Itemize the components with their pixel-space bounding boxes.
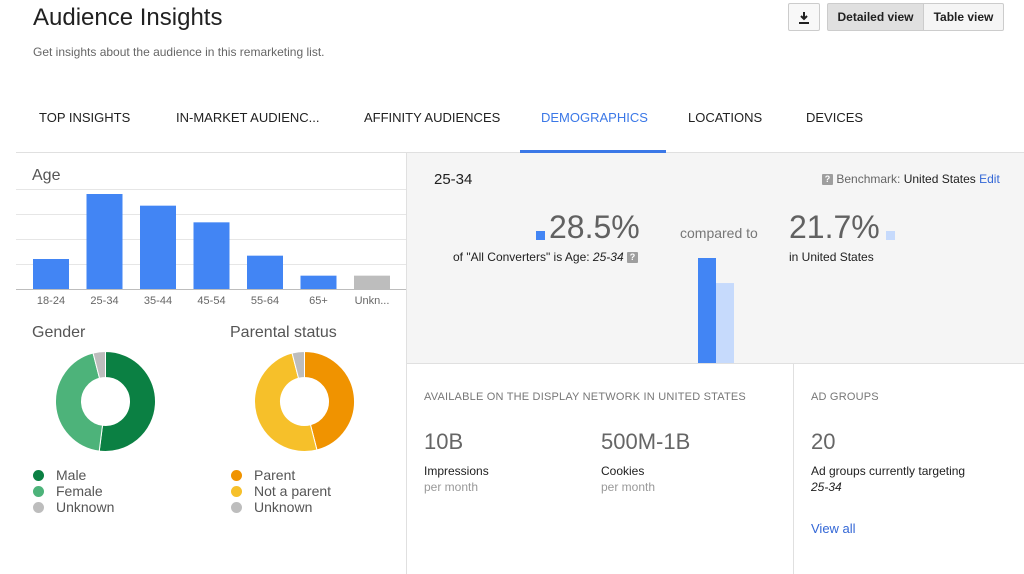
download-button[interactable] (788, 3, 820, 31)
legend-dot (231, 485, 242, 497)
age-bar[interactable] (193, 222, 230, 289)
benchmark-label: Benchmark: (836, 172, 901, 186)
primary-series-swatch (536, 231, 545, 240)
age-tick-label: 35-44 (144, 295, 172, 307)
comparison-bar-chart (698, 258, 734, 363)
legend-dot (33, 485, 44, 497)
legend-label: Unknown (254, 499, 313, 515)
panel-divider (407, 363, 1024, 364)
donut-slice[interactable] (55, 352, 104, 452)
tab-top-insights[interactable]: TOP INSIGHTS (39, 110, 131, 125)
segment-title: 25-34 (434, 171, 473, 188)
tab-locations[interactable]: LOCATIONS (688, 110, 763, 125)
view-all-link[interactable]: View all (811, 521, 856, 536)
parental-status-label: Parental status (230, 324, 337, 341)
page-subtitle: Get insights about the audience in this … (33, 45, 325, 59)
legend-item-not-a-parent: Not a parent (231, 483, 331, 499)
ad-groups-divider (793, 364, 794, 574)
gridline (16, 214, 406, 215)
legend-dot (33, 501, 44, 513)
age-label: Age (32, 167, 61, 184)
download-icon (799, 11, 809, 24)
benchmark-percentage: 21.7% (789, 209, 880, 245)
legend-item-unknown: Unknown (33, 499, 114, 515)
gender-label: Gender (32, 324, 86, 341)
ad-groups-segment: 25-34 (811, 480, 842, 494)
impressions-value: 10B (424, 429, 464, 454)
benchmark-description: in United States (789, 250, 874, 264)
donut-slice[interactable] (92, 351, 106, 379)
legend-item-unknown: Unknown (231, 499, 312, 515)
age-bar[interactable] (140, 205, 176, 289)
legend-label: Not a parent (254, 483, 332, 499)
primary-description: of "All Converters" is Age: 25-34 ? (453, 250, 638, 264)
age-bar[interactable] (354, 275, 390, 289)
compared-to-label: compared to (680, 225, 758, 241)
age-tick-label: 45-54 (197, 295, 225, 307)
legend-label: Parent (254, 467, 296, 483)
tab-in-market-audiences[interactable]: IN-MARKET AUDIENC... (176, 110, 320, 125)
donut-slice[interactable] (98, 351, 156, 452)
age-tick-label: 65+ (309, 295, 328, 307)
donut-slice[interactable] (254, 352, 318, 452)
donut-slice[interactable] (304, 351, 355, 451)
page-title: Audience Insights (33, 4, 223, 31)
legend-label: Female (56, 483, 103, 499)
benchmark-series-swatch (886, 231, 895, 240)
impressions-sub: per month (424, 480, 479, 494)
benchmark-value: United States (903, 172, 976, 186)
age-tick-label: 25-34 (90, 295, 118, 307)
tab-demographics[interactable]: DEMOGRAPHICS (541, 110, 648, 125)
comparison-bar (716, 283, 734, 363)
help-icon[interactable]: ? (822, 174, 833, 186)
age-tick-label: 18-24 (37, 295, 65, 307)
display-network-header: AVAILABLE ON THE DISPLAY NETWORK IN UNIT… (424, 391, 746, 403)
gender-donut-chart (55, 351, 156, 452)
age-tick-label: Unkn... (355, 295, 390, 307)
tab-affinity-audiences[interactable]: AFFINITY AUDIENCES (364, 110, 501, 125)
legend-label: Unknown (56, 499, 115, 515)
legend-dot (33, 469, 44, 481)
baseline (16, 289, 406, 290)
impressions-label: Impressions (424, 464, 489, 478)
table-view-button[interactable]: Table view (923, 3, 1004, 31)
active-tab-indicator (520, 150, 666, 153)
legend-dot (231, 501, 242, 513)
legend-dot (231, 469, 242, 481)
primary-description-segment: 25-34 (592, 250, 624, 264)
detailed-view-button[interactable]: Detailed view (827, 3, 924, 31)
ad-groups-header: AD GROUPS (811, 391, 879, 403)
age-tick-label: 55-64 (251, 295, 279, 307)
ad-groups-count: 20 (811, 429, 836, 454)
cookies-label: Cookies (601, 464, 645, 478)
ad-groups-label: Ad groups currently targeting (811, 464, 966, 478)
legend-label: Male (56, 467, 87, 483)
donut-slice[interactable] (291, 351, 305, 379)
age-bar[interactable] (247, 255, 283, 289)
primary-description-text: of "All Converters" is Age: (453, 250, 593, 264)
primary-percentage: 28.5% (549, 209, 640, 245)
age-bar[interactable] (33, 259, 69, 289)
cookies-sub: per month (601, 480, 656, 494)
benchmark-info: ? Benchmark: United States Edit (822, 172, 1000, 186)
age-bar[interactable] (300, 275, 337, 289)
gridline (16, 189, 406, 190)
age-bar[interactable] (86, 194, 123, 289)
tab-devices[interactable]: DEVICES (806, 110, 864, 125)
age-bar-chart: 18-24 25-34 35-44 45-54 55-64 65+ Unkn... (33, 194, 390, 307)
legend-item-male: Male (33, 467, 86, 483)
legend-item-parent: Parent (231, 467, 295, 483)
cookies-value: 500M-1B (601, 429, 691, 454)
legend-item-female: Female (33, 483, 103, 499)
help-icon[interactable]: ? (626, 252, 638, 264)
comparison-bar (698, 258, 716, 363)
parental-donut-chart (254, 351, 355, 452)
left-panel (16, 153, 407, 574)
edit-benchmark-link[interactable]: Edit (979, 172, 1000, 186)
